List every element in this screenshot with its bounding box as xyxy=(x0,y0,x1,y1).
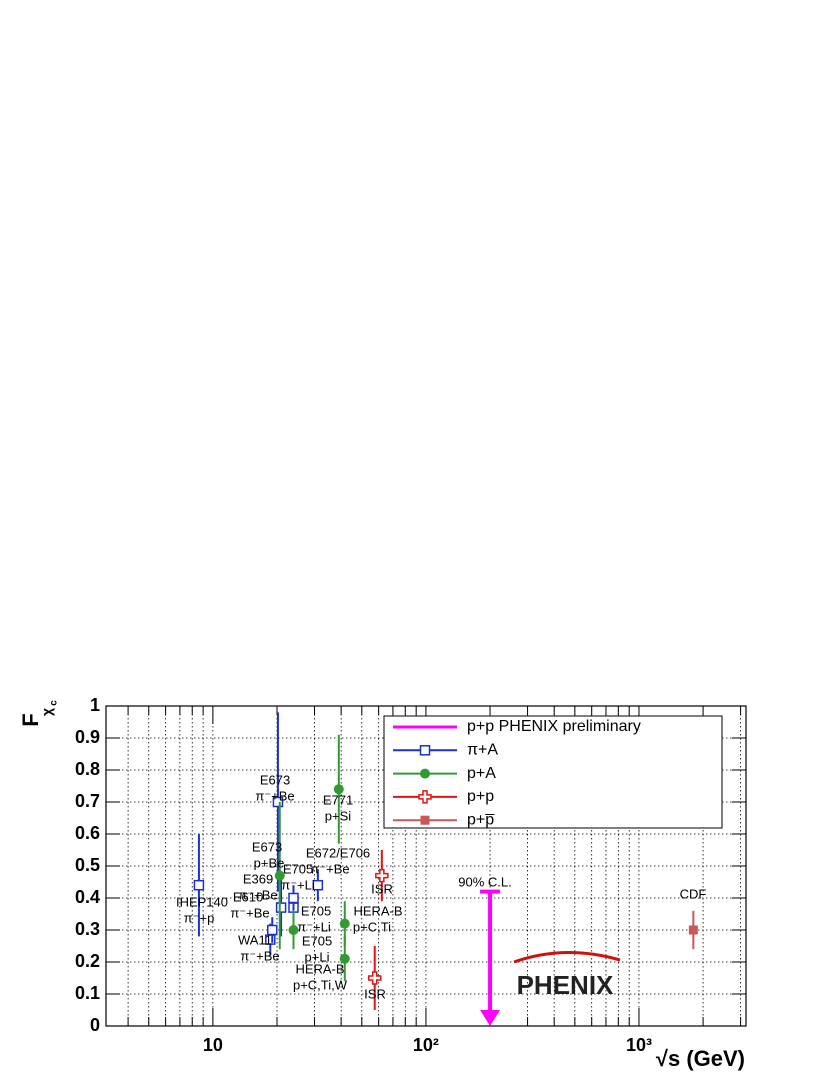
marker xyxy=(339,918,350,929)
y-tick-label: 0.2 xyxy=(75,951,100,971)
x-tick-label: 10 xyxy=(203,1035,223,1055)
y-tick-label: 0.3 xyxy=(75,919,100,939)
annotation: E771 xyxy=(323,792,353,807)
marker xyxy=(419,745,431,756)
marker xyxy=(267,924,278,936)
annotation: E705 xyxy=(301,903,331,918)
annotation: E673 xyxy=(252,839,282,854)
legend-label: π+A xyxy=(467,742,498,759)
y-axis-label-subsub: c xyxy=(49,700,60,706)
annotation: HERA-B xyxy=(353,903,402,918)
plot-frame xyxy=(105,705,747,1027)
annotation: E673 xyxy=(260,772,290,787)
annotation: E369 xyxy=(243,871,273,886)
annotation: IHEP140 xyxy=(176,894,228,909)
annotation: π⁻+Li xyxy=(297,919,331,934)
marker xyxy=(272,796,284,808)
annotation: p+C,Ti,W xyxy=(293,977,348,992)
upper-limit-arrow xyxy=(480,1010,501,1026)
annotation: p+Be xyxy=(254,855,285,870)
marker xyxy=(367,971,382,985)
annotation: π⁻+Li xyxy=(281,877,315,892)
marker xyxy=(274,870,285,881)
legend-box xyxy=(383,715,723,829)
annotation: π⁻+Be xyxy=(238,887,277,902)
annotation: E705 xyxy=(283,861,313,876)
marker xyxy=(193,879,205,891)
logo-arc xyxy=(513,950,621,964)
marker xyxy=(312,879,324,891)
annotation: π⁻+Be xyxy=(255,788,294,803)
annotation: ISR xyxy=(364,986,386,1001)
annotation: π⁻+p xyxy=(184,910,215,925)
y-tick-label: 0.1 xyxy=(75,983,100,1003)
marker xyxy=(288,925,299,935)
y-tick-label: 0.8 xyxy=(75,759,100,779)
y-tick-label: 0.9 xyxy=(75,727,100,747)
annotation: p+Si xyxy=(325,808,351,823)
annotation: ISR xyxy=(371,881,393,896)
marker xyxy=(418,790,432,804)
marker xyxy=(339,953,350,964)
y-tick-label: 1 xyxy=(90,695,100,715)
marker xyxy=(333,784,344,795)
annotation: E705 xyxy=(302,933,332,948)
marker xyxy=(420,815,430,825)
y-axis-label-sub: χ xyxy=(39,708,55,716)
marker xyxy=(688,925,698,935)
y-tick-label: 0.5 xyxy=(75,855,100,875)
marker xyxy=(275,902,287,913)
y-tick-label: 0.4 xyxy=(75,887,100,907)
annotation: CDF xyxy=(680,886,707,901)
annotation: HERA-B xyxy=(295,961,344,976)
annotation: 90% C.L. xyxy=(458,874,511,889)
legend-label: p+p xyxy=(467,788,494,805)
marker xyxy=(375,868,389,883)
y-axis-label: F xyxy=(18,713,43,726)
marker xyxy=(420,768,430,779)
y-tick-label: 0.7 xyxy=(75,791,100,811)
y-tick-label: 0 xyxy=(90,1015,100,1035)
annotation: π⁻+Be xyxy=(310,861,349,876)
marker xyxy=(288,892,299,904)
x-axis-label: √s (GeV) xyxy=(656,1046,745,1071)
annotation: π⁻+Be xyxy=(240,948,279,963)
logo: PHENIX xyxy=(517,970,614,1000)
annotation: E672/E706 xyxy=(306,845,370,860)
annotation: p+Li xyxy=(305,949,330,964)
legend-label: p+A xyxy=(467,765,496,782)
annotation: p+C,Ti xyxy=(353,919,391,934)
x-tick-label: 10² xyxy=(413,1035,439,1055)
annotation: π⁻+Be xyxy=(230,905,269,920)
annotation: E610 xyxy=(233,889,263,904)
legend-label: p+p PHENIX preliminary xyxy=(467,718,641,735)
x-tick-label: 10³ xyxy=(626,1035,652,1055)
legend-label: p+p̅ xyxy=(467,811,495,828)
y-tick-label: 0.6 xyxy=(75,823,100,843)
annotation: WA11 xyxy=(238,932,272,947)
